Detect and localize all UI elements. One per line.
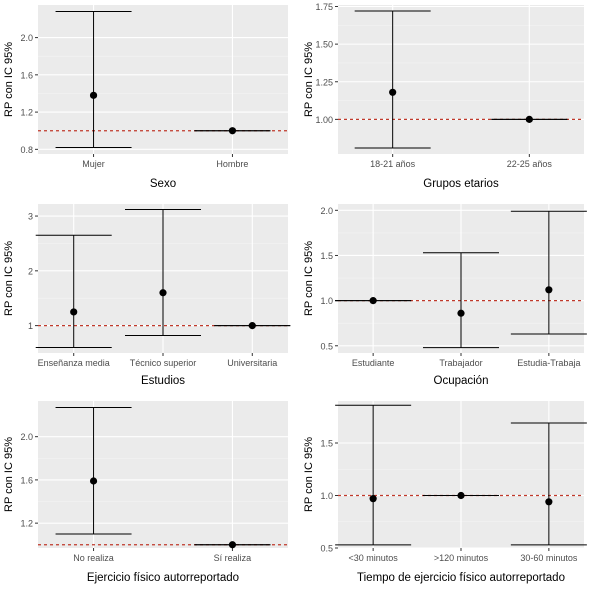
- y-tick-label: 1.6: [20, 70, 33, 80]
- y-tick-label: 1.5: [320, 439, 333, 449]
- y-tick-label: 1.2: [20, 519, 33, 529]
- data-point: [70, 308, 78, 316]
- y-axis-title: RP con IC 95%: [3, 241, 15, 316]
- x-tick-label: Técnico superior: [130, 358, 197, 368]
- x-tick-label: >120 minutos: [434, 553, 489, 563]
- y-axis-title: RP con IC 95%: [303, 42, 315, 117]
- x-tick-label: Universitaria: [227, 358, 277, 368]
- y-tick-label: 0.8: [20, 145, 33, 155]
- data-point: [248, 322, 256, 330]
- panel-grupos-etarios: 1.00 1.25 1.50 1.75 18-21 años 22-25 años RP c…: [303, 2, 584, 190]
- data-point: [228, 541, 237, 549]
- y-tick-label: 1.5: [320, 251, 333, 261]
- y-axis-title: RP con IC 95%: [3, 437, 15, 512]
- y-tick-label: 2.0: [320, 206, 333, 216]
- y-tick-label: 3: [28, 212, 33, 222]
- x-axis-title: Tiempo de ejercicio físico autorreportad…: [357, 572, 565, 584]
- panel-background: [38, 401, 288, 548]
- panel-estudios: 1 2 3 Enseñanza media Técnico superior Univer…: [3, 204, 291, 387]
- panel-ocupacion: 0.5 1.0 1.5 2.0 Estudiante Trabajador Estudia-…: [303, 204, 587, 387]
- y-tick-label: 2.0: [20, 432, 33, 442]
- y-tick-label: 1.25: [315, 77, 333, 87]
- x-tick-label: Enseñanza media: [38, 358, 110, 368]
- y-tick-label: 0.5: [320, 544, 333, 554]
- y-tick-label: 1: [28, 321, 33, 331]
- panel-ejercicio-fisico: 1.2 1.6 2.0 No realiza Sí realiza RP con IC 9…: [3, 401, 288, 584]
- x-axis-title: Grupos etarios: [423, 178, 499, 190]
- data-point: [159, 289, 167, 297]
- y-tick-label: 1.0: [320, 296, 333, 306]
- x-axis-title: Estudios: [141, 375, 185, 387]
- x-tick-label: Sí realiza: [214, 553, 252, 563]
- data-point: [89, 91, 98, 99]
- x-tick-label: 22-25 años: [507, 159, 553, 169]
- x-tick-label: <30 minutos: [349, 553, 399, 563]
- y-tick-label: 1.6: [20, 475, 33, 485]
- x-axis-title: Ocupación: [434, 375, 489, 387]
- x-axis-title: Ejercicio físico autorreportado: [87, 572, 239, 584]
- x-tick-label: Hombre: [216, 159, 248, 169]
- y-tick-label: 1.75: [315, 2, 333, 12]
- y-axis-title: RP con IC 95%: [3, 42, 15, 117]
- y-axis-title: RP con IC 95%: [303, 241, 315, 316]
- data-point: [525, 115, 533, 123]
- data-point: [457, 309, 465, 317]
- panel-tiempo-ejercicio: 0.5 1.0 1.5 <30 minutos >120 minutos 30-60 mi…: [303, 401, 587, 584]
- data-point: [228, 127, 237, 135]
- y-tick-label: 1.2: [20, 108, 33, 118]
- x-tick-label: Estudia-Trabaja: [517, 358, 580, 368]
- data-point: [369, 495, 377, 503]
- x-tick-label: Mujer: [82, 159, 105, 169]
- x-axis-title: Sexo: [150, 178, 176, 190]
- x-tick-label: No realiza: [73, 553, 114, 563]
- data-point: [369, 297, 377, 305]
- y-tick-label: 0.5: [320, 341, 333, 351]
- panel-background: [38, 5, 288, 154]
- y-tick-label: 2.0: [20, 33, 33, 43]
- data-point: [545, 498, 553, 506]
- data-point: [545, 286, 553, 294]
- x-tick-label: 30-60 minutos: [520, 553, 578, 563]
- y-tick-label: 1.50: [315, 40, 333, 50]
- data-point: [457, 491, 465, 500]
- x-tick-label: Estudiante: [352, 358, 395, 368]
- y-tick-label: 1.00: [315, 115, 333, 125]
- x-tick-label: Trabajador: [439, 358, 482, 368]
- y-axis-title: RP con IC 95%: [303, 437, 315, 512]
- data-point: [389, 88, 397, 96]
- x-tick-label: 18-21 años: [370, 159, 416, 169]
- panel-sexo: 0.8 1.2 1.6 2.0 Mujer Hombre RP con IC 95% Sexo: [3, 5, 288, 190]
- y-tick-label: 2: [28, 266, 33, 276]
- y-tick-label: 1.0: [320, 491, 333, 501]
- data-point: [89, 477, 98, 485]
- panel-background: [338, 5, 584, 154]
